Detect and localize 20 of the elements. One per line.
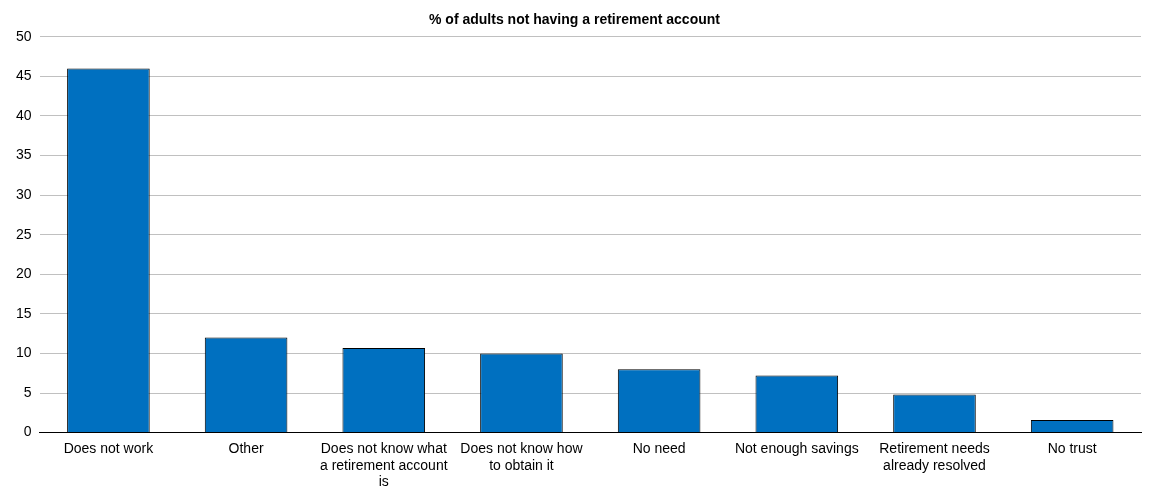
x-tick-label: Does not know what a retirement account is — [319, 439, 448, 490]
y-tick-label: 25 — [15, 225, 32, 242]
y-tick-label: 15 — [15, 304, 32, 321]
y-tick-label: 20 — [15, 265, 32, 282]
x-tick-label: No need — [632, 439, 686, 456]
x-tick-label: Does not work — [63, 439, 155, 456]
x-tick-label: No trust — [1047, 439, 1097, 456]
x-tick-label: Not enough savings — [734, 439, 859, 456]
x-tick-label: Other — [228, 439, 264, 456]
y-tick-label: 35 — [15, 146, 32, 163]
y-tick-label: 30 — [15, 185, 32, 202]
chart-title: % of adults not having a retirement account — [429, 11, 721, 28]
x-tick-label: Does not know how to obtain it — [460, 439, 584, 473]
y-tick-label: 40 — [15, 106, 32, 123]
x-tick-label: Retirement needs already resolved — [879, 439, 990, 473]
y-tick-label: 5 — [23, 383, 32, 400]
y-tick-label: 45 — [15, 67, 32, 84]
y-tick-label: 50 — [15, 27, 32, 44]
y-tick-label: 0 — [23, 423, 32, 440]
y-tick-label: 10 — [15, 344, 32, 361]
